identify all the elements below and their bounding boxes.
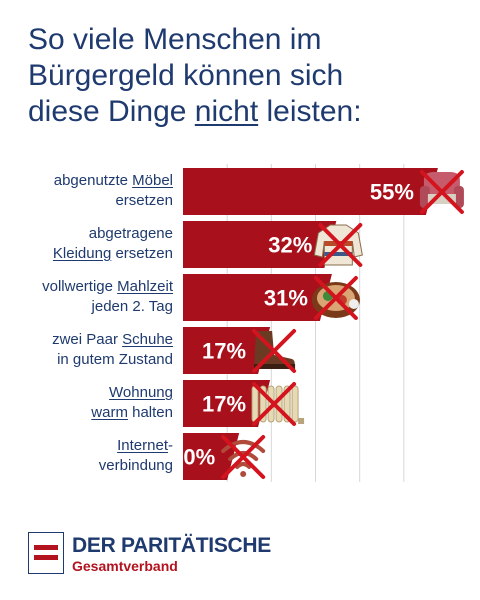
- data-label: 31%: [264, 286, 308, 311]
- radiator-icon: [251, 382, 305, 426]
- bar: [183, 221, 337, 268]
- category-label: Wohnung warm halten: [91, 384, 173, 421]
- title-line-1: So viele Menschen im: [28, 23, 322, 56]
- logo-mark-icon: [28, 532, 64, 574]
- bar-row: 55%: [183, 168, 464, 215]
- gridlines: [226, 164, 405, 482]
- data-label: 17%: [202, 392, 246, 417]
- bar-row: 17%: [183, 327, 297, 374]
- bar-row: 10%: [171, 433, 266, 480]
- category-label: abgenutzte Möbel ersetzen: [53, 172, 173, 209]
- category-label: abgetragene Kleidung ersetzen: [52, 225, 173, 262]
- bar-row: 32%: [183, 221, 363, 268]
- meal-icon: [311, 276, 360, 320]
- title-line-3-end: leisten:: [258, 95, 362, 128]
- data-label: 10%: [171, 445, 215, 470]
- bar: [183, 168, 438, 215]
- bar-row: 31%: [183, 274, 360, 321]
- data-label: 32%: [268, 233, 312, 258]
- boot-icon: [252, 329, 297, 373]
- bar: [183, 380, 271, 427]
- bar: [183, 274, 332, 321]
- bar: [183, 327, 271, 374]
- chart-title: So viele Menschen im Bürgergeld können s…: [28, 22, 468, 130]
- logo-name: DER PARITÄTISCHE: [72, 534, 271, 557]
- bar-row: 17%: [183, 380, 305, 427]
- sweater-icon: [313, 223, 363, 267]
- title-emphasis: nicht: [194, 95, 259, 128]
- wifi-icon: [221, 435, 266, 479]
- data-label: 55%: [370, 180, 414, 205]
- category-label: vollwertige Mahlzeit jeden 2. Tag: [42, 278, 173, 315]
- data-label: 17%: [202, 339, 246, 364]
- logo-subtitle: Gesamtverband: [72, 558, 178, 574]
- title-line-2: Bürgergeld können sich: [28, 59, 344, 92]
- armchair-icon: [419, 170, 464, 214]
- category-label: zwei Paar Schuhe in gutem Zustand: [52, 331, 173, 368]
- bar: [183, 433, 240, 480]
- category-label: Internet- verbindung: [98, 437, 173, 474]
- title-line-3-start: diese Dinge: [28, 95, 195, 128]
- paritaetische-logo: DER PARITÄTISCHE Gesamtverband: [28, 530, 328, 580]
